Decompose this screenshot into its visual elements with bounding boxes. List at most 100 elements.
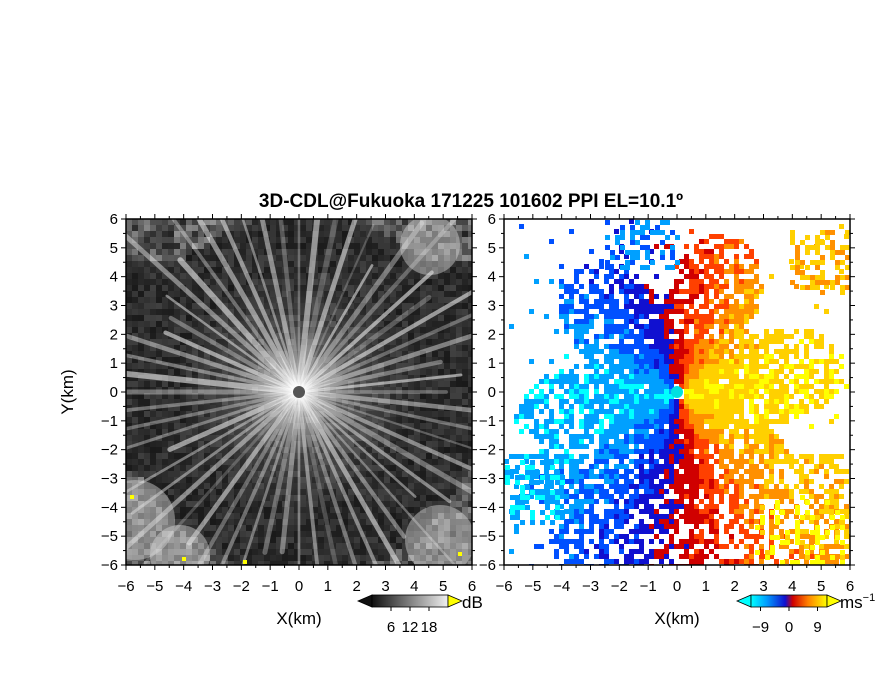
- noise-cell: [228, 249, 234, 255]
- velocity-cell: [739, 384, 744, 389]
- velocity-cell: [694, 369, 699, 374]
- velocity-cell: [629, 414, 634, 419]
- noise-cell: [252, 231, 258, 237]
- velocity-cell: [829, 389, 834, 394]
- y-tick-label: 5: [110, 240, 118, 257]
- velocity-cell: [784, 389, 789, 394]
- velocity-cell: [609, 359, 614, 364]
- velocity-cell: [694, 434, 699, 439]
- velocity-cell: [634, 379, 639, 384]
- velocity-cell: [559, 404, 564, 409]
- noise-cell: [456, 519, 462, 525]
- velocity-cell: [654, 244, 659, 249]
- noise-cell: [156, 273, 162, 279]
- noise-cell: [138, 351, 144, 357]
- noise-cell: [414, 333, 420, 339]
- noise-cell: [138, 435, 144, 441]
- x-tick-label: −6: [117, 578, 134, 595]
- velocity-cell: [754, 434, 759, 439]
- noise-cell: [180, 255, 186, 261]
- noise-cell: [402, 459, 408, 465]
- noise-cell: [378, 255, 384, 261]
- noise-cell: [432, 327, 438, 333]
- noise-cell: [276, 255, 282, 261]
- noise-cell: [204, 489, 210, 495]
- noise-cell: [444, 447, 450, 453]
- velocity-cell: [744, 314, 749, 319]
- noise-cell: [162, 543, 168, 549]
- velocity-cell: [564, 319, 569, 324]
- velocity-cell: [639, 314, 644, 319]
- noise-cell: [468, 435, 472, 441]
- noise-cell: [300, 225, 306, 231]
- noise-cell: [330, 249, 336, 255]
- velocity-cell: [579, 394, 584, 399]
- velocity-cell: [834, 369, 839, 374]
- velocity-cell: [764, 384, 769, 389]
- velocity-cell: [524, 399, 529, 404]
- velocity-cell: [714, 424, 719, 429]
- velocity-cell: [634, 374, 639, 379]
- noise-cell: [198, 243, 204, 249]
- noise-cell: [438, 297, 444, 303]
- noise-cell: [144, 309, 150, 315]
- noise-cell: [420, 525, 426, 531]
- noise-cell: [432, 381, 438, 387]
- noise-cell: [288, 525, 294, 531]
- noise-cell: [258, 225, 264, 231]
- velocity-cell: [734, 274, 739, 279]
- velocity-cell: [779, 349, 784, 354]
- velocity-cell: [679, 329, 684, 334]
- noise-cell: [246, 261, 252, 267]
- noise-cell: [408, 489, 414, 495]
- noise-cell: [144, 561, 150, 565]
- velocity-cell: [679, 334, 684, 339]
- noise-cell: [336, 249, 342, 255]
- velocity-cell: [704, 359, 709, 364]
- noise-cell: [180, 471, 186, 477]
- velocity-cell: [764, 429, 769, 434]
- noise-cell: [342, 513, 348, 519]
- noise-cell: [144, 393, 150, 399]
- noise-cell: [300, 243, 306, 249]
- noise-cell: [258, 519, 264, 525]
- velocity-cell: [579, 389, 584, 394]
- velocity-cell: [544, 399, 549, 404]
- velocity-cell: [654, 419, 659, 424]
- velocity-cell: [664, 304, 669, 309]
- velocity-cell: [759, 414, 764, 419]
- noise-cell: [402, 495, 408, 501]
- noise-cell: [192, 531, 198, 537]
- velocity-cell: [739, 344, 744, 349]
- velocity-cell: [679, 379, 684, 384]
- noise-cell: [180, 525, 186, 531]
- noise-cell: [414, 243, 420, 249]
- velocity-cell: [624, 309, 629, 314]
- noise-cell: [234, 225, 240, 231]
- noise-cell: [432, 465, 438, 471]
- velocity-cell: [574, 379, 579, 384]
- velocity-cell: [634, 389, 639, 394]
- velocity-cell: [594, 414, 599, 419]
- noise-cell: [342, 267, 348, 273]
- noise-cell: [450, 333, 456, 339]
- noise-cell: [402, 279, 408, 285]
- noise-cell: [312, 249, 318, 255]
- velocity-cell: [739, 284, 744, 289]
- noise-cell: [378, 525, 384, 531]
- noise-cell: [132, 531, 138, 537]
- noise-cell: [414, 255, 420, 261]
- velocity-cell: [664, 384, 669, 389]
- velocity-cell: [624, 334, 629, 339]
- velocity-cell: [594, 339, 599, 344]
- velocity-cell: [784, 414, 789, 419]
- velocity-cell: [754, 264, 759, 269]
- velocity-cell: [674, 404, 679, 409]
- noise-cell: [396, 459, 402, 465]
- velocity-cell: [639, 404, 644, 409]
- noise-cell: [414, 501, 420, 507]
- velocity-cell: [609, 424, 614, 429]
- velocity-cell: [704, 339, 709, 344]
- noise-cell: [168, 219, 174, 225]
- noise-cell: [450, 375, 456, 381]
